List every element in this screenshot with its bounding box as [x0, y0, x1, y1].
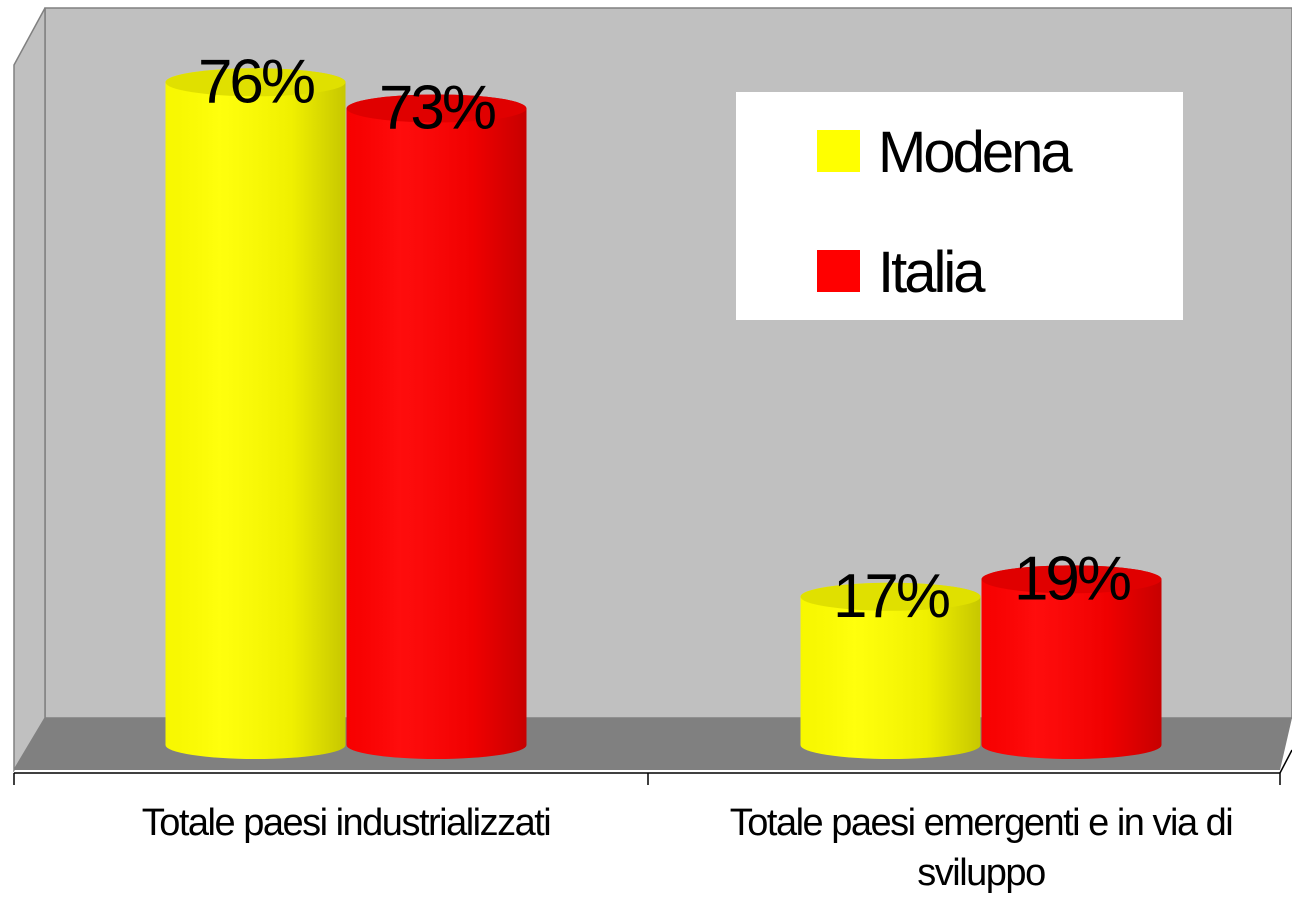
- value-label: 17%: [833, 562, 949, 631]
- side-wall: [13, 7, 46, 773]
- bar-top-shade: [165, 68, 346, 97]
- bar-top: [346, 94, 527, 123]
- value-label: 76%: [198, 47, 314, 116]
- legend-label: Italia: [878, 240, 986, 305]
- bar-top: [981, 565, 1162, 594]
- legend-swatch: [817, 130, 860, 172]
- bar-shading: [346, 94, 527, 759]
- bar-shading: [165, 68, 346, 759]
- bar-top: [165, 68, 346, 97]
- x-tick-label: Totale paesi emergenti e in via di svilu…: [729, 802, 1234, 894]
- bar-shading: [800, 582, 981, 759]
- legend-box: [736, 92, 1183, 320]
- legend-swatch: [817, 250, 860, 292]
- axis-edge: [1279, 749, 1292, 774]
- x-tick-label: Totale paesi industrializzati: [141, 802, 552, 844]
- legend-label: Modena: [878, 120, 1073, 185]
- bar-top-shade: [346, 94, 527, 123]
- value-label: 19%: [1014, 544, 1130, 613]
- bar-top-shade: [981, 565, 1162, 594]
- bar-top-shade: [800, 582, 981, 611]
- bar-shading: [981, 565, 1162, 759]
- value-label: 73%: [379, 73, 495, 142]
- bar-top: [800, 582, 981, 611]
